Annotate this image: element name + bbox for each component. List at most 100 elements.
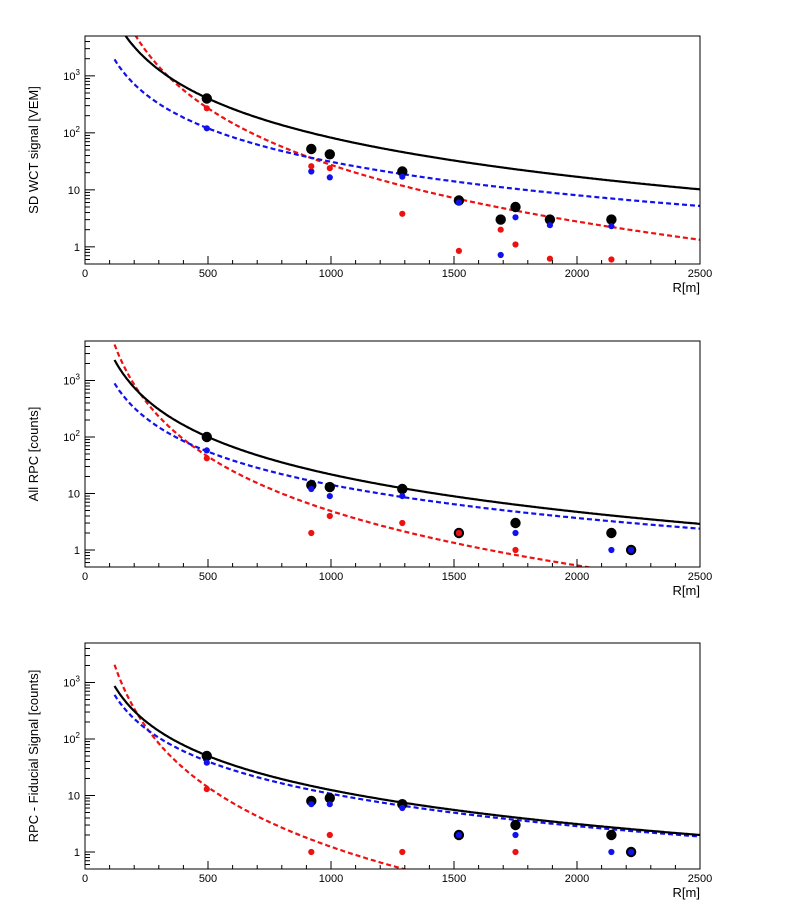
x-tick-label: 1500 [442, 571, 466, 583]
data-point-total [324, 481, 335, 493]
x-tick-label: 2000 [565, 873, 589, 885]
data-point-muonic [608, 848, 615, 856]
data-point-muonic [512, 529, 519, 537]
data-point-muonic [546, 222, 554, 229]
data-point-total [324, 792, 335, 804]
data-point-total [606, 214, 617, 225]
data-point-electromagnetic [455, 529, 462, 537]
data-point-muonic [399, 804, 406, 812]
y-axis-title: All RPC [counts] [26, 407, 41, 502]
data-point-muonic [308, 485, 315, 493]
y-tick-label: 102 [63, 125, 80, 140]
data-point-electromagnetic [399, 519, 406, 527]
data-point-electromagnetic [326, 165, 333, 172]
x-tick-label: 1000 [319, 873, 343, 885]
data-point-muonic [203, 759, 210, 766]
x-tick-label: 2500 [688, 873, 712, 885]
data-point-total [201, 431, 212, 443]
data-point-total [397, 483, 408, 495]
fit-curve-electromagnetic [113, 344, 595, 567]
y-tick-label: 1 [74, 847, 80, 859]
fit-curve-muonic [113, 58, 700, 208]
data-point-electromagnetic [512, 848, 519, 856]
data-point-electromagnetic [203, 455, 210, 462]
data-point-muonic [628, 546, 635, 554]
data-point-total [606, 527, 617, 539]
fit-curve-electromagnetic [113, 664, 408, 869]
data-point-total [495, 214, 506, 225]
data-point-electromagnetic [546, 255, 554, 262]
x-tick-label: 2500 [688, 268, 712, 280]
data-point-muonic [203, 447, 210, 454]
data-point-total [606, 829, 617, 841]
y-tick-label: 102 [63, 731, 80, 746]
x-tick-label: 1000 [319, 268, 343, 280]
data-point-electromagnetic [203, 786, 210, 793]
x-tick-label: 1500 [442, 268, 466, 280]
x-axis-title: R[m] [673, 280, 700, 295]
data-point-muonic [308, 168, 315, 175]
data-point-muonic [399, 173, 406, 180]
data-point-muonic [512, 214, 519, 221]
data-point-total [397, 166, 408, 177]
data-point-electromagnetic [608, 256, 615, 263]
data-point-total [510, 517, 521, 529]
data-point-electromagnetic [512, 546, 519, 554]
y-axis-title: RPC - Fiducial Signal [counts] [26, 670, 41, 843]
data-point-muonic [628, 848, 635, 856]
x-tick-label: 500 [199, 268, 217, 280]
data-point-total [201, 93, 212, 104]
data-point-total [510, 819, 521, 831]
data-point-total [324, 149, 335, 160]
x-tick-label: 1000 [319, 571, 343, 583]
data-point-electromagnetic [399, 848, 406, 856]
data-point-muonic [326, 493, 333, 500]
y-tick-label: 1 [74, 545, 80, 557]
data-point-electromagnetic [326, 512, 333, 520]
fit-curve-total [113, 685, 700, 837]
data-point-muonic [203, 125, 210, 132]
data-point-electromagnetic [203, 105, 210, 112]
data-point-muonic [326, 801, 333, 808]
x-tick-label: 0 [82, 873, 88, 885]
x-tick-label: 0 [82, 268, 88, 280]
fit-curve-total [124, 36, 700, 191]
data-point-muonic [308, 801, 315, 808]
y-tick-label: 10 [68, 185, 80, 197]
x-tick-label: 2500 [688, 571, 712, 583]
data-point-muonic [399, 493, 406, 500]
data-point-total [510, 201, 521, 213]
x-tick-label: 1500 [442, 873, 466, 885]
y-tick-label: 103 [63, 372, 80, 387]
x-tick-label: 2000 [565, 571, 589, 583]
data-point-muonic [608, 223, 615, 230]
data-point-electromagnetic [308, 529, 315, 537]
data-point-electromagnetic [326, 831, 333, 839]
x-axis-title: R[m] [673, 885, 700, 900]
data-point-total [201, 750, 212, 762]
data-point-muonic [608, 546, 615, 554]
data-point-muonic [326, 174, 333, 181]
y-axis-title: SD WCT signal [VEM] [26, 86, 41, 214]
data-point-muonic [512, 831, 519, 839]
data-point-electromagnetic [308, 848, 315, 856]
y-tick-label: 1 [74, 242, 80, 254]
data-point-muonic [455, 831, 462, 839]
y-tick-label: 10 [68, 790, 80, 802]
fit-curve-muonic [113, 382, 700, 530]
y-tick-label: 103 [63, 68, 80, 83]
data-point-total [306, 143, 317, 155]
y-tick-label: 103 [63, 674, 80, 689]
data-point-muonic [455, 199, 462, 206]
fit-curve-muonic [113, 694, 700, 838]
data-point-electromagnetic [308, 163, 315, 170]
x-axis-title: R[m] [673, 583, 700, 598]
data-point-total [544, 214, 556, 225]
fit-curve-total [113, 359, 700, 525]
x-tick-label: 2000 [565, 268, 589, 280]
y-tick-label: 10 [68, 488, 80, 500]
